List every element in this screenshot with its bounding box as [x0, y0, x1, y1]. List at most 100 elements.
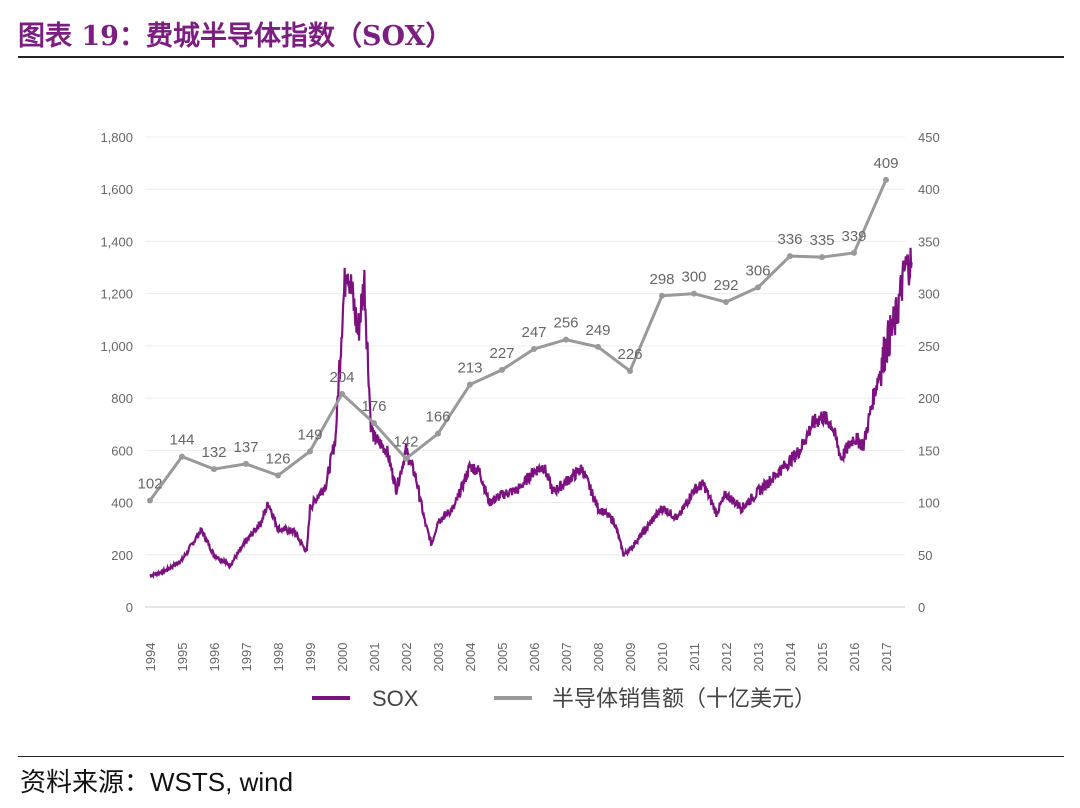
- sales-point: [563, 336, 569, 343]
- x-tick-label: 2013: [751, 643, 766, 672]
- x-tick-label: 2012: [719, 643, 734, 672]
- sales-data-label: 247: [521, 324, 546, 341]
- left-tick-label: 1,800: [100, 130, 133, 145]
- legend-sales-label: 半导体销售额（十亿美元）: [552, 686, 816, 711]
- sales-point: [659, 292, 665, 299]
- x-tick-label: 2008: [591, 643, 606, 672]
- x-tick-label: 2007: [559, 643, 574, 672]
- x-tick-label: 2002: [399, 643, 414, 672]
- sales-point: [435, 430, 441, 437]
- x-tick-label: 2004: [463, 643, 478, 672]
- source-text: WSTS, wind: [150, 767, 294, 797]
- x-tick-label: 1994: [143, 643, 158, 672]
- x-tick-label: 1997: [239, 643, 254, 672]
- sales-data-label: 204: [329, 369, 354, 386]
- sales-point: [531, 346, 537, 353]
- right-tick-label: 0: [918, 600, 925, 615]
- sales-point: [339, 390, 345, 397]
- x-tick-label: 2009: [623, 643, 638, 672]
- right-tick-label: 300: [918, 287, 940, 302]
- legend-sox-label: SOX: [372, 686, 419, 711]
- sales-data-label: 292: [713, 277, 738, 294]
- sales-data-label: 126: [265, 450, 290, 467]
- x-tick-label: 2006: [527, 643, 542, 672]
- x-tick-label: 1996: [207, 643, 222, 672]
- sales-point: [851, 249, 857, 256]
- sales-point: [883, 176, 889, 183]
- sales-data-label: 213: [457, 360, 482, 377]
- sales-point: [819, 254, 825, 261]
- right-tick-label: 250: [918, 339, 940, 354]
- x-tick-label: 1999: [303, 643, 318, 672]
- x-tick-label: 2005: [495, 643, 510, 672]
- sales-data-label: 298: [649, 271, 674, 288]
- sales-point: [723, 299, 729, 306]
- x-tick-label: 2001: [367, 643, 382, 672]
- sales-data-label: 227: [489, 345, 514, 362]
- x-tick-label: 2015: [815, 643, 830, 672]
- sales-data-label: 339: [841, 228, 866, 245]
- source-note: 资料来源：WSTS, wind: [20, 762, 293, 799]
- sales-point: [403, 455, 409, 462]
- left-tick-label: 200: [111, 548, 133, 563]
- sales-data-label: 256: [553, 315, 578, 332]
- sales-point: [307, 448, 313, 455]
- sales-data-label: 176: [361, 398, 386, 415]
- sales-data-label: 336: [777, 231, 802, 248]
- x-tick-label: 2014: [783, 643, 798, 672]
- sox-line: [149, 247, 913, 580]
- sales-data-label: 149: [297, 426, 322, 443]
- sales-point: [211, 466, 217, 473]
- right-tick-label: 150: [918, 443, 940, 458]
- x-tick-label: 2017: [879, 643, 894, 672]
- sales-point: [275, 472, 281, 479]
- sales-data-label: 306: [745, 262, 770, 279]
- sales-point: [627, 367, 633, 374]
- sales-data-label: 226: [617, 346, 642, 363]
- x-tick-label: 1998: [271, 643, 286, 672]
- left-tick-label: 400: [111, 496, 133, 511]
- figure-title: 图表 19：费城半导体指数（SOX）: [18, 21, 453, 52]
- sales-data-label: 335: [809, 232, 834, 249]
- sales-point: [371, 420, 377, 427]
- left-tick-label: 800: [111, 391, 133, 406]
- right-tick-label: 50: [918, 548, 932, 563]
- sales-line: [148, 179, 888, 502]
- source-label: 资料来源：: [20, 768, 151, 798]
- right-tick-label: 200: [918, 391, 940, 406]
- x-tick-label: 2011: [687, 643, 702, 671]
- x-tick-label: 2010: [655, 643, 670, 672]
- left-tick-label: 1,400: [100, 234, 133, 249]
- sales-point: [595, 343, 601, 350]
- right-tick-label: 100: [918, 496, 940, 511]
- x-tick-label: 2000: [335, 643, 350, 672]
- sales-data-label: 132: [201, 444, 226, 461]
- x-tick-label: 1995: [175, 643, 190, 672]
- left-tick-label: 600: [111, 443, 133, 458]
- source-rule: [18, 756, 1064, 757]
- x-tick-label: 2003: [431, 643, 446, 672]
- right-tick-label: 350: [918, 234, 940, 249]
- left-tick-label: 1,200: [100, 287, 133, 302]
- left-tick-label: 0: [126, 600, 133, 615]
- sales-point: [755, 284, 761, 291]
- title-rule: [18, 56, 1064, 58]
- x-tick-label: 2016: [847, 643, 862, 672]
- sales-point: [243, 460, 249, 467]
- sales-point: [787, 253, 793, 260]
- sales-data-label: 300: [681, 269, 706, 286]
- sales-point: [147, 497, 153, 504]
- left-tick-label: 1,000: [100, 339, 133, 354]
- left-tick-label: 1,600: [100, 182, 133, 197]
- sales-point: [467, 381, 473, 388]
- sales-point: [179, 453, 185, 460]
- sales-data-label: 409: [873, 155, 898, 172]
- sales-data-label: 102: [137, 475, 162, 492]
- sales-data-label: 137: [233, 439, 258, 456]
- sales-data-label: 144: [169, 432, 194, 449]
- sales-point: [691, 290, 697, 297]
- sales-point: [499, 366, 505, 373]
- sales-data-label: 166: [425, 409, 450, 426]
- chart: 0 200 400 600 800 1,000 1,200 1,400 1,600 1,800 0 5…: [100, 130, 940, 711]
- sales-data-label: 249: [585, 322, 610, 339]
